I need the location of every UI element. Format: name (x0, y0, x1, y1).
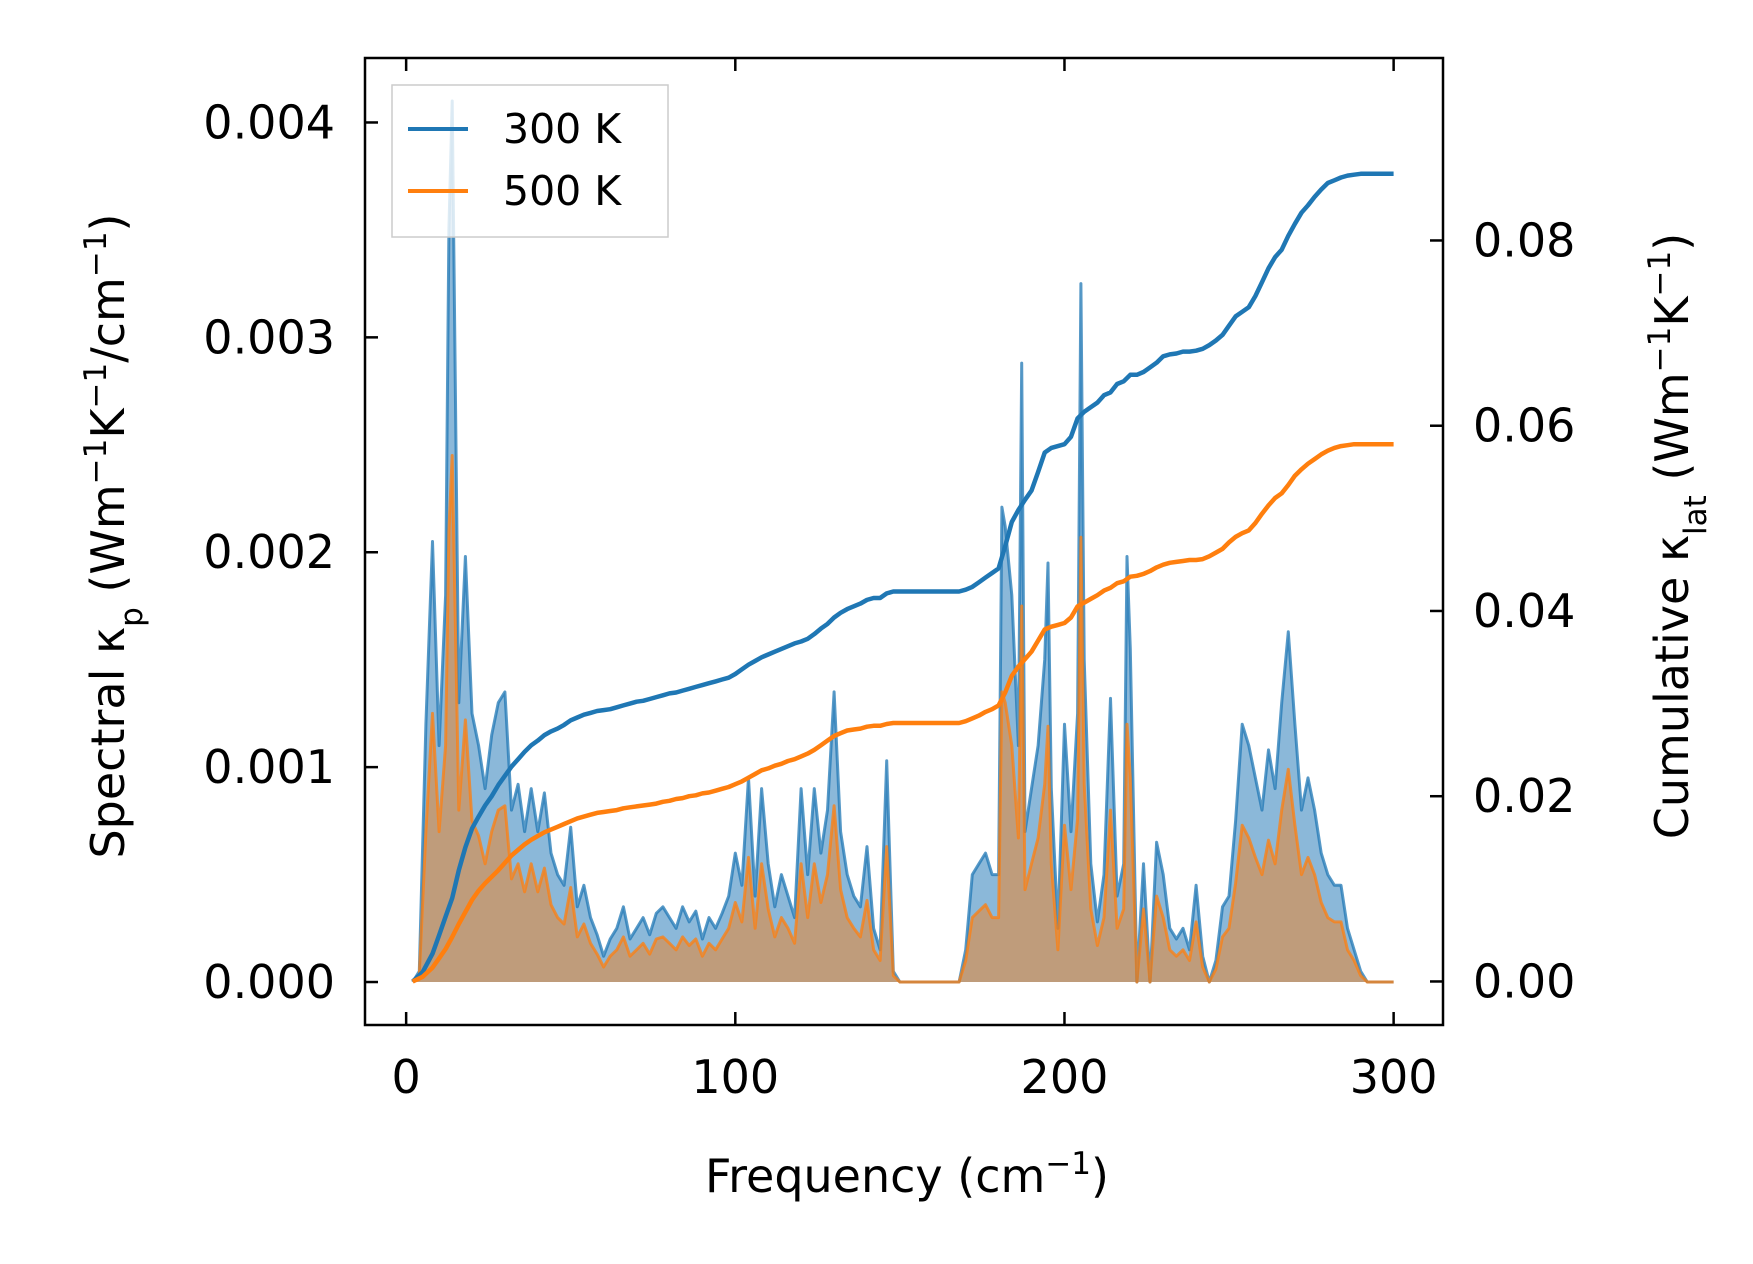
spectral-fill-areas (412, 101, 1394, 982)
y-axis-title-left: Spectral κp (Wm−1K−1/cm−1) (78, 213, 150, 858)
y-tick-label-right: 0.04 (1473, 584, 1575, 638)
x-axis-title: Frequency (cm−1) (705, 1146, 1109, 1203)
y-tick-label-right: 0.00 (1473, 954, 1575, 1008)
y-tick-label-left: 0.002 (203, 525, 335, 579)
axis-ticks: 0 100 200 300 0.000 0.001 0.002 0.003 0.004 0.00 0… (203, 58, 1575, 1104)
x-tick-label: 300 (1350, 1050, 1438, 1104)
y-tick-label-right: 0.08 (1473, 213, 1575, 267)
spectral-fill-500k (412, 455, 1394, 982)
legend-label-500k: 500 K (503, 167, 622, 215)
y-tick-label-right: 0.02 (1473, 769, 1575, 823)
y-tick-label-left: 0.004 (203, 95, 335, 149)
x-tick-label: 0 (392, 1050, 421, 1104)
cumulative-lines (411, 171, 1394, 984)
y-tick-label-left: 0.000 (203, 955, 335, 1009)
cumulative-line-300k (411, 171, 1394, 984)
cumulative-line-500k (411, 441, 1394, 984)
spectral-lines (411, 99, 1394, 984)
y-axis-title-right: Cumulative κlat (Wm−1K−1) (1642, 233, 1714, 839)
y-tick-label-left: 0.001 (203, 740, 335, 794)
plot-frame (363, 56, 1445, 1027)
x-tick-label: 100 (691, 1050, 779, 1104)
y-tick-label-right: 0.06 (1473, 399, 1575, 453)
legend: 300 K 500 K (391, 84, 669, 238)
spectral-line-500k (411, 454, 1394, 984)
legend-label-300k: 300 K (503, 105, 622, 153)
y-tick-label-left: 0.003 (203, 310, 335, 364)
legend-box (391, 84, 669, 238)
x-tick-label: 200 (1021, 1050, 1109, 1104)
